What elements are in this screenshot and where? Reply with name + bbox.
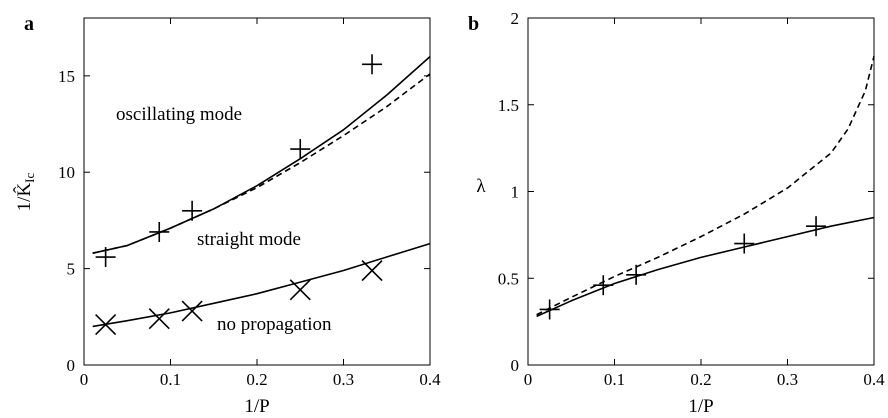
annotation: straight mode	[197, 229, 301, 250]
annotation: no propagation	[217, 314, 332, 335]
x-tick-label: 0.3	[333, 370, 354, 389]
dashed-line-series-1	[536, 56, 875, 316]
x-marker-b	[148, 308, 170, 330]
y-tick-label: 0.5	[498, 269, 519, 288]
y-axis-label: λ	[476, 176, 486, 197]
x-marker-b	[361, 259, 383, 282]
panel-letter: b	[468, 13, 479, 35]
x-tick-label: 0.4	[419, 370, 441, 389]
y-tick-label: 1.5	[498, 96, 519, 115]
plus-marker	[290, 139, 311, 160]
plus-marker	[182, 200, 203, 221]
y-axis-label-sub: Ic	[22, 172, 37, 182]
plus-marker	[539, 299, 560, 320]
x-tick-label: 0.2	[246, 370, 267, 389]
x-axis-label: 1/P	[244, 396, 269, 417]
solid-line-series-0	[536, 216, 875, 318]
chart-panel-a: 0 0.1 0.2 0.3 0.4 0 5 10 15 a 1/P 1/K̂Ic oscillating…	[13, 13, 441, 417]
y-axis-label: 1/K̂Ic	[13, 172, 37, 211]
plus-marker	[362, 54, 383, 75]
plus-marker	[734, 233, 755, 254]
chart-panel-b: 0 0.1 0.2 0.3 0.4 0 0.5 1 1.5 2 b 1/P λ	[468, 9, 885, 417]
y-tick-label: 2	[511, 9, 520, 28]
y-tick-label: 10	[58, 163, 75, 182]
solid-line-series-2	[92, 242, 431, 328]
x-marker	[289, 279, 311, 301]
x-tick-label: 0.3	[777, 370, 798, 389]
x-axis-label: 1/P	[688, 396, 713, 417]
x-tick-label: 0	[524, 370, 533, 389]
x-marker-b	[181, 300, 203, 322]
y-tick-label: 0	[511, 356, 520, 375]
y-tick-label: 1	[511, 183, 520, 202]
y-axis-label-main: 1/K̂	[13, 183, 35, 212]
solid-line-series-0	[92, 56, 431, 254]
x-tick-label: 0.4	[863, 370, 885, 389]
plot-frame	[83, 17, 431, 366]
y-tick-label: 15	[58, 67, 75, 86]
panel-letter: a	[24, 13, 34, 35]
y-tick-label: 0	[67, 356, 76, 375]
plus-marker	[626, 264, 647, 285]
x-tick-label: 0.2	[690, 370, 711, 389]
x-marker	[361, 259, 383, 282]
plus-marker	[806, 216, 827, 237]
annotation: oscillating mode	[116, 104, 242, 125]
x-tick-label: 0.1	[604, 370, 625, 389]
y-tick-label: 5	[67, 260, 76, 279]
x-marker-b	[289, 279, 311, 301]
dashed-line-series-1	[92, 73, 431, 254]
plot-frame	[527, 17, 875, 366]
plus-marker	[95, 247, 116, 268]
x-marker	[95, 313, 117, 336]
x-marker-b	[95, 313, 117, 336]
x-marker	[148, 308, 170, 330]
plus-marker	[149, 221, 170, 242]
x-tick-label: 0	[80, 370, 89, 389]
plus-marker	[593, 275, 614, 296]
x-tick-label: 0.1	[160, 370, 181, 389]
x-marker	[181, 300, 203, 322]
